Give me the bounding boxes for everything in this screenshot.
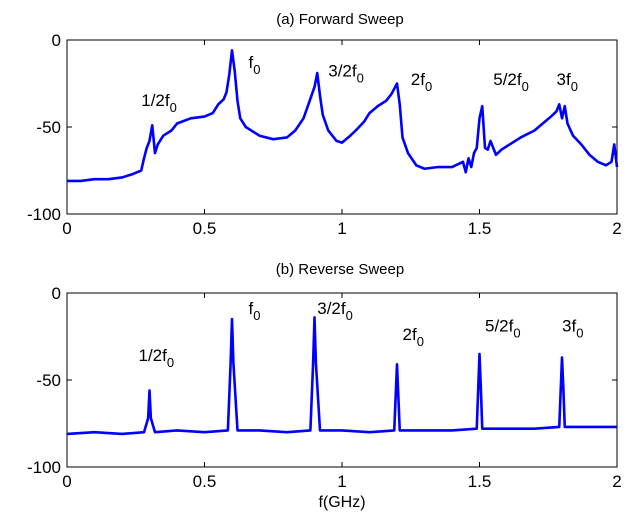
panel-a-peak-label: f0 [249, 53, 261, 77]
panel-a-peak-label: 3/2f0 [328, 62, 364, 86]
panel-b-ytick-label: 0 [52, 284, 61, 303]
panel-b-axes [66, 292, 618, 468]
panel-a-ytick-label: 0 [52, 31, 61, 50]
panel-a-series-line [67, 49, 619, 183]
panel-a-peak-label-main: 5/2f [493, 70, 522, 89]
panel-a-axes [66, 39, 618, 215]
panel-a-peak-label: 2f0 [411, 70, 432, 94]
panel-a-peak-label: 5/2f0 [493, 70, 529, 94]
panel-b-peak-label: f0 [249, 299, 261, 323]
panel-b-title: (b) Reverse Sweep [276, 261, 404, 278]
panel-a-peak-label-main: f [249, 53, 254, 72]
panel-a-xtick-label: 1.5 [468, 219, 492, 238]
panel-a-peak-label: 1/2f0 [141, 91, 177, 115]
panel-b-peak-label-main: 3/2f [317, 299, 346, 318]
panel-a-xtick-label: 0.5 [193, 219, 217, 238]
panel-a-peak-label-sub: 0 [425, 79, 432, 94]
panel-b-peak-label-sub: 0 [167, 355, 174, 370]
panel-b-ticks: 0 0.5 1 1.5 2 0 -50 -100 [27, 284, 622, 491]
panel-b-peak-label: 3f0 [562, 316, 583, 340]
panel-b-peak-label-main: f [249, 299, 254, 318]
panel-b-series-line [66, 316, 617, 436]
panel-b-ytick-label: -50 [36, 371, 61, 390]
panel-b-xtick-label: 0.5 [193, 472, 217, 491]
panel-b-peak-label: 5/2f0 [485, 316, 521, 340]
panel-b-peak-label-sub: 0 [417, 334, 424, 349]
panel-a-peak-label-sub: 0 [170, 100, 177, 115]
panel-b-peak-label-sub: 0 [576, 325, 583, 340]
panel-b-peak-label-sub: 0 [513, 325, 520, 340]
panel-a-peak-label-sub: 0 [522, 79, 529, 94]
panel-a-title: (a) Forward Sweep [276, 11, 404, 28]
panel-b-peak-label-main: 5/2f [485, 316, 514, 335]
panel-b-peak-label-main: 3f [562, 316, 576, 335]
panel-a-ytick-label: -50 [36, 118, 61, 137]
panel-a-ytick-label: -100 [27, 205, 61, 224]
panel-b-xtick-label: 0 [62, 472, 71, 491]
panel-a-peak-label-main: 1/2f [141, 91, 170, 110]
panel-a-ticks: 0 0.5 1 1.5 2 0 -50 -100 [27, 31, 622, 238]
panel-forward-sweep: (a) Forward Sweep 0 0.5 1 1.5 2 0 -50 -100 1/2f… [27, 11, 622, 238]
panel-a-xtick-label: 0 [62, 219, 71, 238]
panel-b-peak-label-main: 1/2f [139, 346, 168, 365]
panel-b-peak-label-sub: 0 [253, 308, 260, 323]
panel-b-peak-label: 1/2f0 [139, 346, 175, 370]
panel-a-peak-label-main: 3f [557, 70, 571, 89]
panel-b-xlabel: f(GHz) [318, 494, 365, 511]
panel-b-ytick-label: -100 [27, 458, 61, 477]
panel-a-peak-label-sub: 0 [571, 79, 578, 94]
panel-a-peak-label-sub: 0 [253, 62, 260, 77]
panel-a-peak-label-sub: 0 [357, 71, 364, 86]
panel-b-peak-label-sub: 0 [346, 308, 353, 323]
panel-b-peak-label: 2f0 [403, 325, 424, 349]
panel-a-peak-label: 3f0 [557, 70, 578, 94]
panel-a-xtick-label: 2 [612, 219, 621, 238]
panel-b-xtick-label: 1 [337, 472, 346, 491]
panel-reverse-sweep: (b) Reverse Sweep 0 0.5 1 1.5 2 0 -50 -100 1/2f… [27, 261, 622, 511]
panel-a-peak-label-main: 2f [411, 70, 425, 89]
panel-b-xtick-label: 2 [612, 472, 621, 491]
panel-b-xtick-label: 1.5 [468, 472, 492, 491]
panel-a-xtick-label: 1 [337, 219, 346, 238]
panel-b-peak-label: 3/2f0 [317, 299, 353, 323]
panel-a-peak-label-main: 3/2f [328, 62, 357, 81]
panel-b-peak-label-main: 2f [403, 325, 417, 344]
